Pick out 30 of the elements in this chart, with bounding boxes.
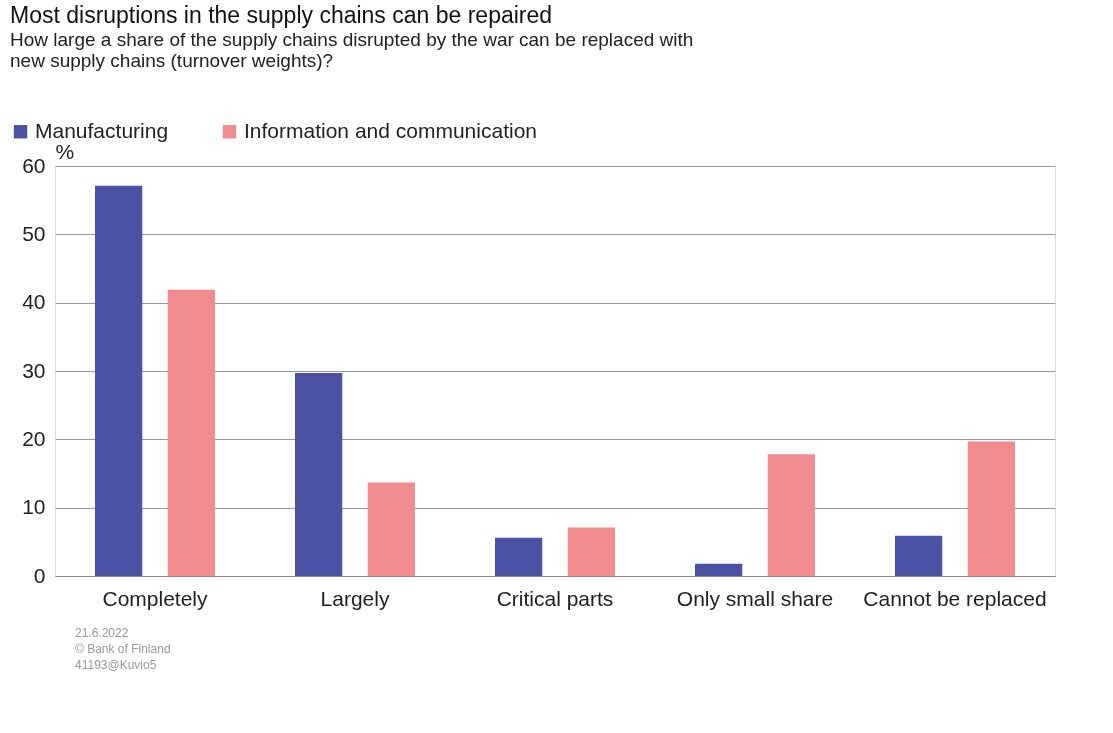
bar <box>895 535 943 576</box>
y-tick-label: 10 <box>22 495 46 519</box>
x-tick-label: Only small share <box>676 586 834 610</box>
text: 41193@Kuvio5 <box>75 658 157 672</box>
bar <box>295 373 343 576</box>
text: © Bank of Finland <box>75 642 171 656</box>
x-tick-label: Critical parts <box>496 586 614 610</box>
legend-label: Information and communication <box>244 118 537 142</box>
bar <box>767 454 815 576</box>
x-tick-label: Cannot be replaced <box>863 586 1047 610</box>
y-axis-title: % <box>55 139 75 163</box>
text: 21.6.2022 <box>75 626 129 640</box>
bar <box>695 563 743 576</box>
legend-label: Manufacturing <box>35 118 169 142</box>
x-tick-label: Largely <box>320 586 390 610</box>
bar <box>95 185 143 576</box>
bar <box>567 527 615 576</box>
x-tick-label: Completely <box>102 586 209 610</box>
y-tick-label: 60 <box>22 153 46 177</box>
y-tick-label: 20 <box>22 426 46 450</box>
y-tick-label: 0 <box>33 563 46 587</box>
y-tick-label: 50 <box>22 221 46 245</box>
bar <box>967 441 1015 576</box>
y-tick-label: 30 <box>22 358 46 382</box>
bar <box>367 482 415 576</box>
y-tick-label: 40 <box>22 290 46 314</box>
chart-subtitle: How large a share of the supply chains disrupted by the war can be replaced with new supply chains (turnover weights)? <box>10 29 694 71</box>
chart-title: Most disruptions in the supply chains can be repaired <box>10 2 553 28</box>
bar <box>495 537 543 576</box>
bar <box>167 289 215 576</box>
